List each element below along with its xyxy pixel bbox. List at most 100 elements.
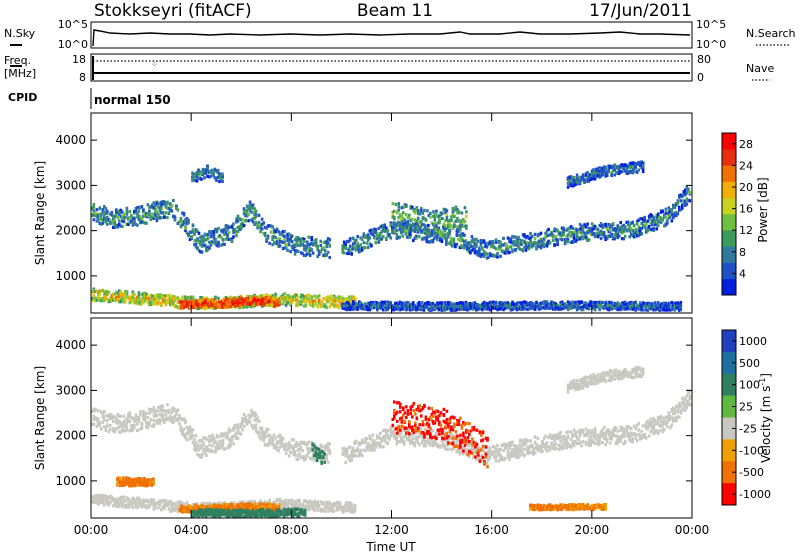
echo-cell <box>260 304 264 308</box>
echo-cell <box>262 297 266 301</box>
echo-cell <box>448 225 452 229</box>
echo-cell <box>356 242 359 246</box>
echo-cell <box>275 441 279 445</box>
echo-cell <box>136 206 139 210</box>
echo-cell <box>190 430 193 434</box>
echo-cell <box>584 233 588 237</box>
echo-cell <box>268 241 271 245</box>
echo-cell <box>207 299 210 303</box>
echo-cell <box>292 447 295 451</box>
echo-cell <box>274 436 277 440</box>
echo-cell <box>191 228 195 232</box>
echo-cell <box>176 296 180 300</box>
echo-cell <box>392 433 396 437</box>
echo-cell <box>442 222 446 226</box>
echo-cell <box>146 213 150 217</box>
echo-cell <box>451 238 454 242</box>
echo-cell <box>97 219 100 223</box>
echo-cell <box>526 241 529 245</box>
echo-cell <box>295 238 298 242</box>
echo-cell <box>649 228 652 232</box>
echo-cell <box>681 203 684 207</box>
echo-cell <box>598 167 601 171</box>
echo-cell <box>424 218 428 222</box>
echo-cell <box>601 301 604 305</box>
echo-cell <box>319 243 322 248</box>
echo-cell <box>170 204 174 208</box>
echo-cell <box>296 295 300 299</box>
echo-cell <box>436 232 439 236</box>
echo-cell <box>229 237 232 241</box>
echo-cell <box>672 303 675 307</box>
echo-cell <box>488 300 492 304</box>
echo-cell <box>460 239 463 243</box>
echo-cell <box>380 306 384 310</box>
echo-cell <box>430 438 433 442</box>
echo-cell <box>402 217 405 221</box>
echo-cell <box>467 303 471 307</box>
echo-cell <box>97 422 100 426</box>
echo-cell <box>408 213 411 217</box>
echo-cell <box>249 302 252 306</box>
echo-cell <box>158 296 162 300</box>
echo-cell <box>101 288 105 292</box>
echo-cell <box>293 248 297 253</box>
echo-cell <box>287 243 291 247</box>
colorbar-tick-label: 28 <box>739 138 753 151</box>
echo-cell <box>616 227 619 231</box>
echo-cell <box>458 246 462 250</box>
echo-cell <box>226 233 229 237</box>
echo-cell <box>311 302 315 306</box>
echo-cell <box>241 305 244 309</box>
echo-cell <box>542 300 546 304</box>
echo-cell <box>347 456 350 460</box>
echo-cell <box>268 442 271 446</box>
echo-cell <box>262 303 266 307</box>
echo-cell <box>440 304 444 308</box>
echo-cell <box>295 442 298 446</box>
echo-cell <box>391 212 395 216</box>
echo-cell <box>143 299 147 303</box>
echo-cell <box>442 226 446 231</box>
echo-cell <box>311 242 315 246</box>
echo-cell <box>298 447 301 451</box>
echo-cell <box>175 409 178 413</box>
echo-cell <box>272 231 276 235</box>
echo-cell <box>451 206 455 211</box>
echo-cell <box>142 301 145 305</box>
echo-cell <box>644 308 648 312</box>
echo-cell <box>425 301 429 305</box>
echo-cell <box>428 308 432 312</box>
echo-cell <box>118 430 121 434</box>
echo-cell <box>539 304 543 308</box>
echo-cell <box>350 252 353 256</box>
echo-cell <box>100 289 103 293</box>
echo-cell <box>245 214 249 218</box>
echo-cell <box>308 253 312 257</box>
echo-cell <box>202 441 205 445</box>
echo-cell <box>545 304 549 308</box>
echo-cell <box>209 175 212 179</box>
echo-cell <box>572 176 576 180</box>
echo-cell <box>616 236 619 240</box>
echo-cell <box>457 219 461 223</box>
echo-cell <box>287 294 291 299</box>
echo-cell <box>106 222 109 226</box>
echo-cell <box>684 199 687 204</box>
echo-cell <box>152 413 156 417</box>
echo-cell <box>112 292 115 296</box>
echo-cell <box>556 238 559 242</box>
echo-cell <box>298 299 301 303</box>
echo-cell <box>602 305 606 309</box>
echo-cell <box>416 222 420 226</box>
echo-cell <box>617 171 621 175</box>
echo-cell <box>314 244 318 248</box>
echo-cell <box>200 452 204 457</box>
echo-cell <box>569 225 573 229</box>
echo-cell <box>278 232 282 236</box>
echo-cell <box>94 290 97 294</box>
echo-cell <box>367 442 370 446</box>
echo-cell <box>409 232 412 236</box>
echo-cell <box>610 165 613 169</box>
